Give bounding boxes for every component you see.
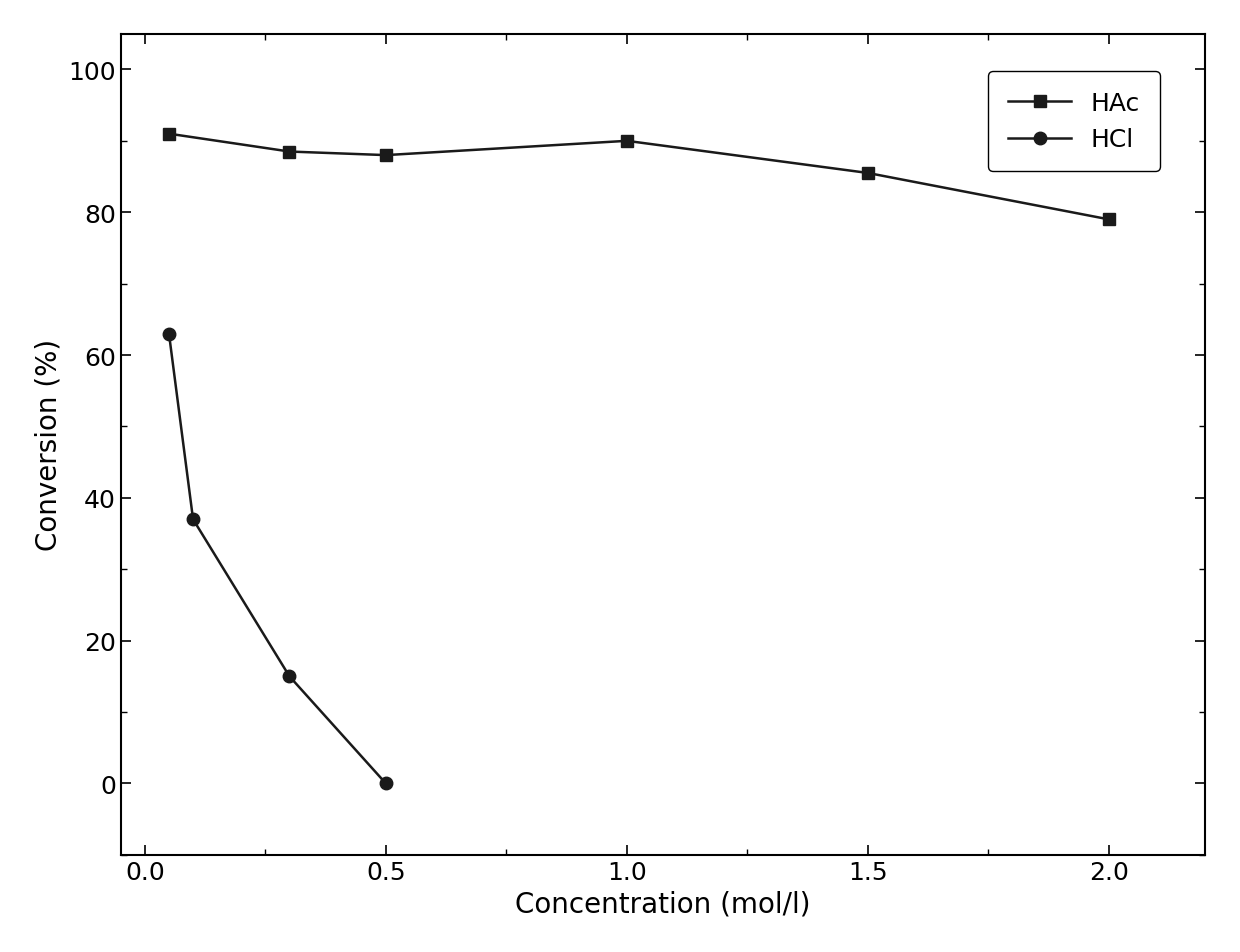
Y-axis label: Conversion (%): Conversion (%) [35, 339, 63, 551]
Line: HAc: HAc [162, 129, 1115, 227]
HAc [378, 150, 393, 162]
HCl [161, 328, 176, 340]
HAc [1101, 214, 1116, 226]
HAc [161, 129, 176, 140]
Line: HCl: HCl [162, 328, 392, 790]
HCl [281, 671, 296, 683]
Legend: HAc, HCl: HAc, HCl [988, 71, 1161, 172]
HCl [186, 514, 201, 526]
HAc [861, 169, 875, 180]
HAc [620, 136, 635, 148]
X-axis label: Concentration (mol/l): Concentration (mol/l) [516, 889, 811, 918]
HAc [281, 147, 296, 158]
HCl [378, 778, 393, 789]
